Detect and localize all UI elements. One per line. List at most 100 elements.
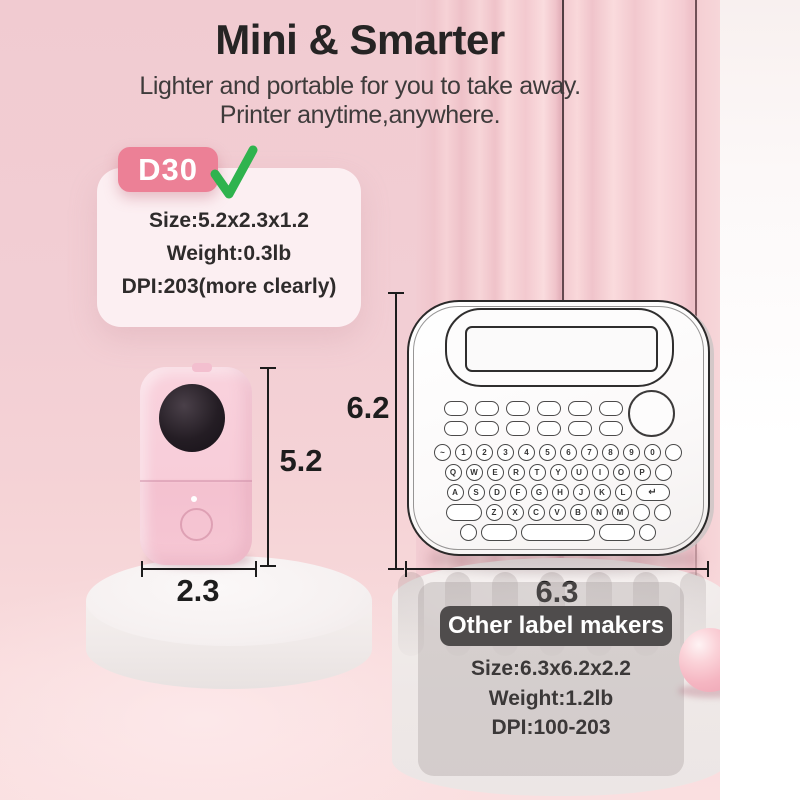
- device-key-I: I: [591, 464, 609, 481]
- d30-badge: D30: [118, 147, 218, 192]
- device-blank-key: [639, 524, 656, 541]
- device-key-M: M: [611, 504, 629, 521]
- pedestal-rib: [398, 572, 424, 656]
- device-key-A: A: [446, 484, 464, 501]
- device-key-N: N: [590, 504, 608, 521]
- function-key: [475, 401, 499, 416]
- function-key-row: [444, 401, 623, 416]
- device-key-H: H: [551, 484, 569, 501]
- device-key-Y: Y: [549, 464, 567, 481]
- device-key-G: G: [530, 484, 548, 501]
- device-key-8: 8: [602, 444, 619, 461]
- device-key-R: R: [507, 464, 525, 481]
- function-key: [475, 421, 499, 436]
- device-key-~: ~: [434, 444, 451, 461]
- function-key: [537, 421, 561, 436]
- other-width-label: 6.3: [535, 574, 579, 609]
- other-spec-size: Size:6.3x6.2x2.2: [471, 657, 631, 680]
- d30-width-label: 2.3: [176, 573, 220, 608]
- device-key-E: E: [486, 464, 504, 481]
- mini-printer-seam: [140, 480, 252, 482]
- d30-height-label: 5.2: [279, 443, 323, 478]
- keyboard-row: ~1 2 3 4 5 6 7 8 9 0: [415, 444, 701, 461]
- function-key: [599, 421, 623, 436]
- device-key-7: 7: [581, 444, 598, 461]
- device-dial: [628, 390, 675, 437]
- device-blank-key: [460, 524, 477, 541]
- device-key-S: S: [467, 484, 485, 501]
- function-key: [599, 401, 623, 416]
- headline: Mini & Smarter: [215, 16, 505, 63]
- device-key-D: D: [488, 484, 506, 501]
- function-key: [444, 421, 468, 436]
- d30-spec-weight: Weight:0.3lb: [166, 242, 292, 265]
- other-label-makers-badge: Other label makers: [440, 606, 672, 646]
- function-key: [568, 421, 592, 436]
- mini-printer-led: [191, 496, 197, 502]
- device-key-V: V: [548, 504, 566, 521]
- keyboard-row: [415, 524, 701, 541]
- device-blank-key: [445, 504, 482, 521]
- device-key-W: W: [465, 464, 483, 481]
- d30-height-dimension-line: [260, 367, 276, 567]
- device-key-O: O: [612, 464, 630, 481]
- function-key: [506, 401, 530, 416]
- other-height-dimension-line: [388, 292, 404, 570]
- d30-mini-printer: [140, 363, 252, 565]
- device-key-X: X: [506, 504, 524, 521]
- device-blank-key: [654, 464, 672, 481]
- label-maker-screen-bezel: [445, 308, 674, 387]
- device-key-K: K: [593, 484, 611, 501]
- device-key-J: J: [572, 484, 590, 501]
- other-spec-list: Size:6.3x6.2x2.2 Weight:1.2lb DPI:100-20…: [418, 654, 684, 743]
- other-height-label: 6.2: [346, 390, 390, 425]
- other-width-dimension-line: [405, 561, 709, 577]
- function-key: [444, 401, 468, 416]
- device-key-P: P: [633, 464, 651, 481]
- function-key: [506, 421, 530, 436]
- device-blank-key: [632, 504, 650, 521]
- d30-spec-dpi: DPI:203(more clearly): [121, 275, 337, 298]
- check-icon: [210, 145, 258, 199]
- subheadline-line1: Lighter and portable for you to take awa…: [139, 72, 581, 100]
- device-key-B: B: [569, 504, 587, 521]
- device-key-6: 6: [560, 444, 577, 461]
- device-key-T: T: [528, 464, 546, 481]
- device-key-L: L: [614, 484, 632, 501]
- d30-spec-list: Size:5.2x2.3x1.2 Weight:0.3lb DPI:203(mo…: [97, 204, 361, 303]
- mini-printer-power-button: [180, 508, 213, 541]
- device-key-U: U: [570, 464, 588, 481]
- device-function-keys: [444, 401, 623, 441]
- function-key: [568, 401, 592, 416]
- device-keyboard: ~1 2 3 4 5 6 7 8 9 0 Q W E R T Y U I O P A S D F G H J K L ↵ Z X C V B N M: [415, 444, 701, 544]
- device-key-C: C: [527, 504, 545, 521]
- device-blank-key: [599, 524, 635, 541]
- keyboard-row: A S D F G H J K L ↵: [415, 484, 701, 501]
- device-blank-key: [665, 444, 682, 461]
- device-key-0: 0: [644, 444, 661, 461]
- mini-printer-lens-window: [159, 384, 225, 452]
- mini-printer-top-tab: [192, 363, 212, 372]
- device-key-1: 1: [455, 444, 472, 461]
- d30-width-dimension-line: [141, 561, 257, 577]
- device-key-3: 3: [497, 444, 514, 461]
- other-spec-weight: Weight:1.2lb: [488, 686, 614, 710]
- device-key-2: 2: [476, 444, 493, 461]
- device-key-F: F: [509, 484, 527, 501]
- subheadline: Lighter and portable for you to take awa…: [0, 72, 720, 130]
- device-key-5: 5: [539, 444, 556, 461]
- device-blank-key: [481, 524, 517, 541]
- device-blank-key: [521, 524, 595, 541]
- label-maker-screen: [465, 326, 658, 372]
- device-key-Z: Z: [485, 504, 503, 521]
- other-spec-dpi: DPI:100-203: [491, 716, 611, 739]
- subheadline-line2: Printer anytime,anywhere.: [219, 101, 501, 129]
- device-key-9: 9: [623, 444, 640, 461]
- other-label-maker-device: ~1 2 3 4 5 6 7 8 9 0 Q W E R T Y U I O P A S D F G H J K L ↵ Z X C V B N M: [407, 300, 710, 556]
- function-key: [537, 401, 561, 416]
- function-key-row: [444, 421, 623, 436]
- left-pedestal-top: [86, 556, 372, 646]
